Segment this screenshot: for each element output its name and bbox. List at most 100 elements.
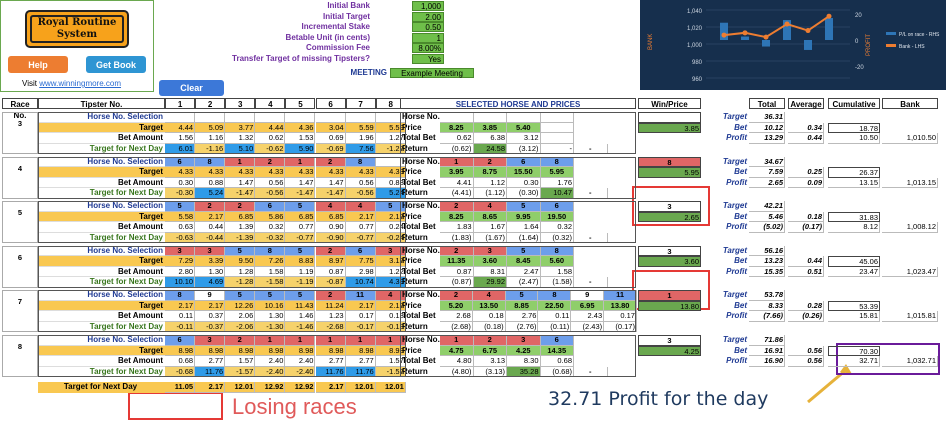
target-cell: 3.04 xyxy=(315,122,346,133)
horse-selection-cell[interactable]: 11 xyxy=(345,290,376,301)
horse-selection-cell[interactable] xyxy=(285,112,316,123)
param-value[interactable]: 1,000 xyxy=(412,1,444,11)
summary-bet-average: 0.44 xyxy=(788,256,824,267)
param-value[interactable]: 2.00 xyxy=(412,11,444,22)
horse-selection-cell[interactable]: 2 xyxy=(315,290,346,301)
horse-selection-cell[interactable]: 1 xyxy=(285,335,316,346)
next-day-target-cell: 12.92 xyxy=(255,381,286,394)
website-link[interactable]: www.winningmore.com xyxy=(39,79,122,88)
target-cell: 5.86 xyxy=(255,211,286,223)
header-win-price: Win/Price xyxy=(638,98,701,109)
horse-selection-cell[interactable]: 1 xyxy=(225,156,256,168)
target-cell: 4.33 xyxy=(165,167,196,178)
get-book-button[interactable]: Get Book xyxy=(86,56,146,73)
horse-selection-cell[interactable] xyxy=(165,112,196,123)
param-value[interactable]: 8.00% xyxy=(412,43,444,53)
horse-selection-cell[interactable]: 1 xyxy=(255,335,286,346)
meeting-value[interactable]: Example Meeting xyxy=(390,68,474,78)
chart-bank-point xyxy=(742,30,748,36)
horse-selection-cell[interactable]: 2 xyxy=(195,201,226,212)
horse-selection-cell[interactable]: 6 xyxy=(165,335,196,346)
horse-selection-cell[interactable]: 8 xyxy=(195,156,226,168)
selected-row-label: Price xyxy=(402,300,422,310)
next-day-label: Target for Next Day xyxy=(38,381,165,394)
horse-selection-cell[interactable]: 4 xyxy=(345,201,376,212)
selection-block-border xyxy=(400,201,636,244)
horse-selection-cell[interactable]: 1 xyxy=(285,156,316,168)
win-horse-cell: 8 xyxy=(638,156,701,168)
horse-selection-cell[interactable]: 5 xyxy=(165,201,196,212)
horse-selection-cell[interactable] xyxy=(345,112,376,123)
horse-selection-cell[interactable]: 3 xyxy=(195,245,226,257)
horse-selection-cell[interactable]: 3 xyxy=(165,245,196,257)
summary-bet-label: Bet xyxy=(734,211,747,221)
horse-selection-cell[interactable]: 1 xyxy=(345,335,376,346)
param-value[interactable]: Yes xyxy=(412,53,444,64)
selected-horse-cell: 9 xyxy=(571,290,605,301)
target-cell: 4.33 xyxy=(315,167,346,178)
horse-selection-cell[interactable] xyxy=(225,112,256,123)
price-cell: 3.95 xyxy=(440,167,474,178)
horse-selection-cell[interactable] xyxy=(195,112,226,123)
chart-bar xyxy=(762,40,770,47)
chart-bar xyxy=(741,36,749,40)
bank-value: 1,013.15 xyxy=(882,177,938,189)
param-value[interactable]: 1 xyxy=(412,32,444,43)
win-price-cell: 13.80 xyxy=(638,300,701,312)
horse-selection-cell[interactable]: 8 xyxy=(345,156,376,168)
summary-target-label: Target xyxy=(722,335,747,344)
horse-selection-cell[interactable] xyxy=(255,112,286,123)
selection-block-border xyxy=(400,290,636,333)
horse-selection-cell[interactable]: 2 xyxy=(225,201,256,212)
total-bet-cell: 1.83 xyxy=(440,222,474,233)
horse-selection-cell[interactable]: 5 xyxy=(255,290,286,301)
clear-button[interactable]: Clear xyxy=(159,80,224,96)
horse-selection-cell[interactable] xyxy=(315,112,346,123)
row-label: Bet Amount xyxy=(38,133,165,144)
total-bet-cell: 2.76 xyxy=(505,311,539,322)
horse-selection-cell[interactable]: 5 xyxy=(285,290,316,301)
help-button[interactable]: Help xyxy=(8,56,68,73)
price-cell: 5.20 xyxy=(440,300,473,312)
horse-selection-cell[interactable]: 2 xyxy=(315,156,346,168)
horse-selection-cell[interactable]: 2 xyxy=(315,245,346,257)
selected-horse-cell: 2 xyxy=(440,245,474,257)
horse-selection-cell[interactable]: 3 xyxy=(195,335,226,346)
total-bet-cell: 0.18 xyxy=(472,311,506,322)
bet-amount-cell: 0.30 xyxy=(165,177,196,189)
target-cell: 5.59 xyxy=(345,122,376,133)
header-race-no: Race No. xyxy=(2,98,38,120)
total-bet-cell: 0.68 xyxy=(540,356,574,367)
horse-selection-cell[interactable]: 4 xyxy=(315,201,346,212)
header-tipster-2: 2 xyxy=(195,98,226,109)
chart-right-tick: -20 xyxy=(855,65,864,71)
horse-selection-cell[interactable]: 8 xyxy=(165,290,196,301)
selected-horse-cell: 5 xyxy=(505,290,539,301)
horse-selection-cell[interactable]: 8 xyxy=(255,245,286,257)
horse-selection-cell[interactable]: 6 xyxy=(165,156,196,168)
target-cell: 8.83 xyxy=(285,256,316,267)
horse-selection-cell[interactable]: 5 xyxy=(225,245,256,257)
bank-value: 1,010.50 xyxy=(882,133,938,144)
bet-amount-cell: 1.46 xyxy=(285,311,316,322)
header-tipster-no: Tipster No. xyxy=(38,98,165,109)
bet-amount-cell: 2.77 xyxy=(195,356,226,367)
horse-selection-cell[interactable]: 6 xyxy=(255,201,286,212)
horse-selection-cell[interactable]: 5 xyxy=(285,201,316,212)
horse-selection-cell[interactable]: 6 xyxy=(345,245,376,257)
horse-selection-cell[interactable]: 5 xyxy=(285,245,316,257)
summary-profit-total: 15.35 xyxy=(749,266,785,278)
horse-selection-cell[interactable]: 2 xyxy=(255,156,286,168)
next-day-target-cell: 2.17 xyxy=(195,381,226,394)
selected-row-label: Horse No. xyxy=(402,290,440,300)
summary-profit-total: 13.29 xyxy=(749,133,785,144)
price-cell: 3.60 xyxy=(473,256,507,267)
selected-horse-cell xyxy=(440,112,474,123)
horse-selection-cell[interactable]: 9 xyxy=(195,290,226,301)
param-value[interactable]: 0.50 xyxy=(412,22,444,32)
horse-selection-cell[interactable]: 2 xyxy=(225,335,256,346)
horse-selection-cell[interactable]: 1 xyxy=(315,335,346,346)
horse-selection-cell[interactable]: 5 xyxy=(225,290,256,301)
total-bet-cell: 1.67 xyxy=(473,222,507,233)
bet-amount-cell: 1.39 xyxy=(225,222,256,233)
